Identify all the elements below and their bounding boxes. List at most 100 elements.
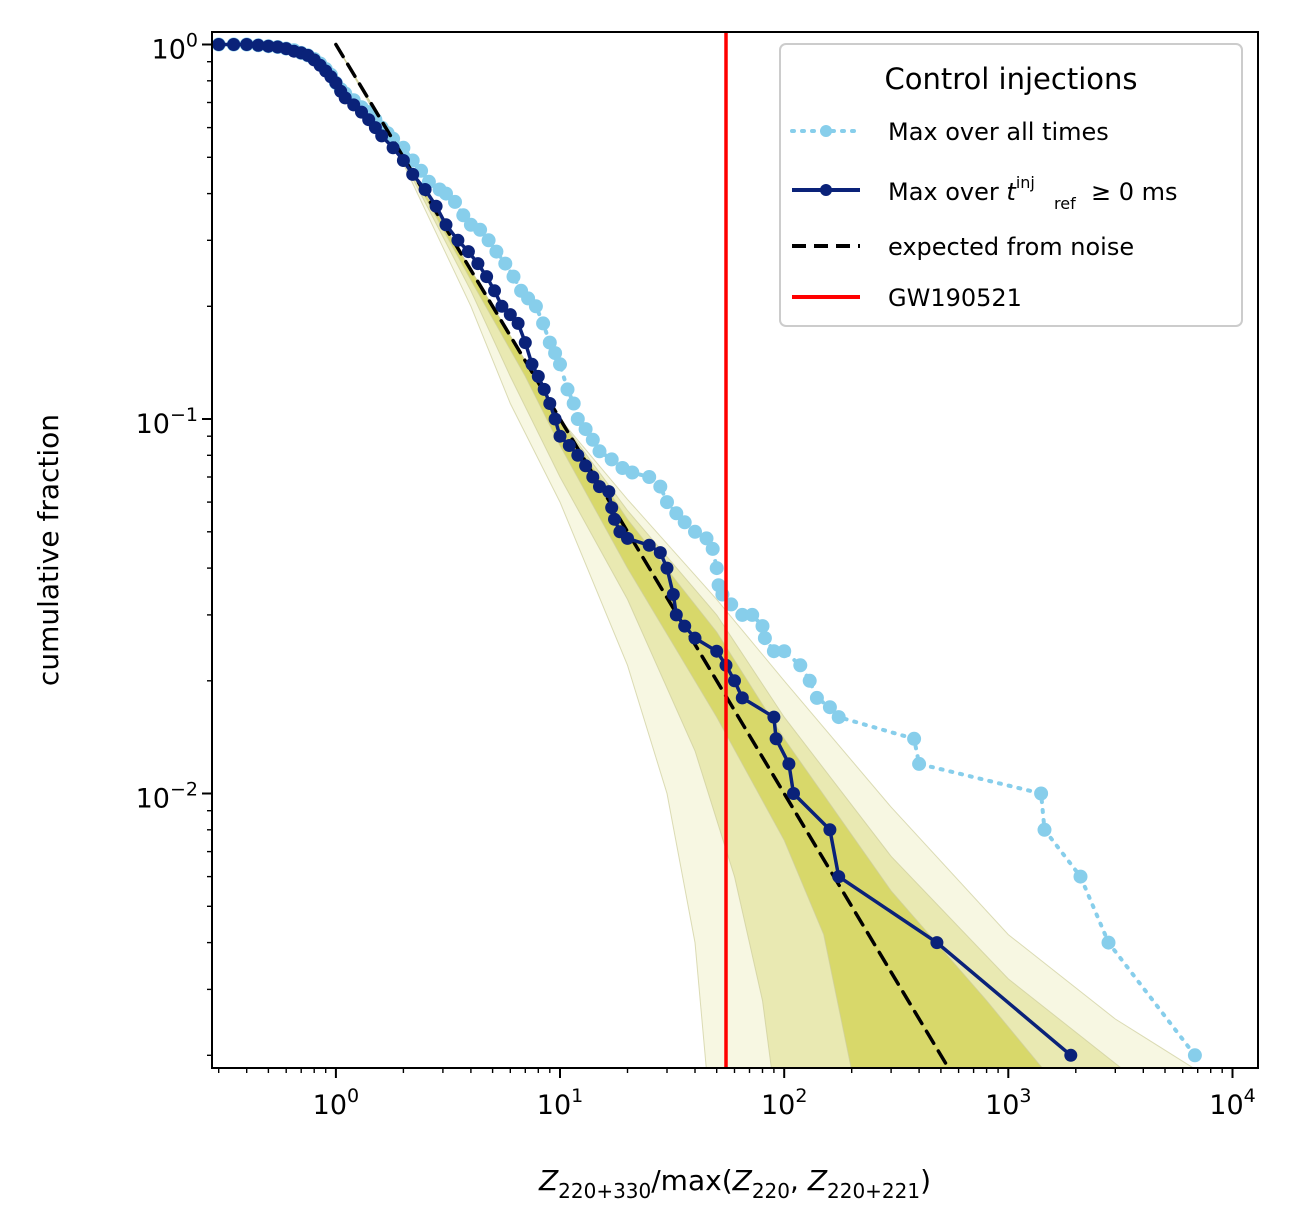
point-all_times-71	[777, 644, 792, 659]
point-all_times-40	[528, 299, 543, 314]
point-tref-68	[823, 823, 837, 837]
band-mid	[335, 44, 1122, 1068]
legend-tref-sup: inj	[1016, 173, 1035, 192]
x-label-comma: ,	[790, 1164, 808, 1197]
point-all_times-58	[677, 515, 692, 530]
band-inner	[335, 44, 1043, 1068]
point-tref-43	[562, 439, 576, 452]
x-label-z3: Z	[807, 1164, 828, 1197]
point-tref-54	[653, 546, 667, 560]
point-tref-65	[769, 732, 783, 746]
point-all_times-74	[809, 690, 824, 705]
point-all_times-61	[705, 541, 720, 556]
x-tick-label-2: 102	[761, 1085, 807, 1121]
point-tref-70	[930, 936, 944, 950]
point-tref-35	[511, 316, 525, 330]
y-tick-exp: 0	[186, 30, 198, 52]
series-layer	[212, 32, 1202, 1068]
legend-tref-sub: ref	[1054, 194, 1076, 213]
point-all_times-56	[660, 495, 674, 510]
point-tref-58	[678, 619, 692, 633]
point-all_times-49	[585, 432, 600, 447]
x-label-sub3: 220+221	[827, 1179, 920, 1203]
point-tref-37	[525, 357, 539, 371]
series-line-noise	[334, 42, 951, 1068]
y-axis-label: cumulative fraction	[32, 414, 65, 686]
point-tref-38	[531, 369, 545, 383]
legend-tref-suffix: ≥ 0 ms	[1091, 178, 1178, 206]
point-all_times-44	[553, 357, 567, 372]
legend-title: Control injections	[885, 62, 1138, 96]
point-tref-42	[553, 429, 567, 443]
point-all_times-29	[439, 186, 453, 201]
point-all_times-75	[822, 700, 837, 715]
point-all_times-45	[560, 382, 575, 397]
point-all_times-76	[831, 710, 846, 725]
point-tref-1	[227, 38, 241, 51]
point-all_times-41	[536, 316, 551, 331]
legend-marker-tref	[820, 184, 832, 196]
y-tick-label-0: 100	[152, 30, 198, 66]
point-all_times-72	[793, 658, 808, 673]
point-tref-41	[548, 412, 562, 426]
point-tref-45	[579, 459, 593, 473]
point-all_times-59	[688, 524, 702, 539]
point-tref-36	[518, 336, 532, 350]
point-tref-46	[586, 470, 600, 484]
point-all_times-73	[802, 673, 817, 688]
x-tick-base: 10	[761, 1090, 795, 1121]
point-tref-34	[503, 308, 517, 322]
x-tick-label-1: 101	[537, 1085, 583, 1121]
point-all_times-35	[489, 244, 504, 259]
y-tick-base: 10	[136, 409, 170, 440]
point-all_times-70	[766, 644, 781, 659]
point-tref-28	[451, 233, 465, 247]
legend-label-event: GW190521	[888, 284, 1022, 312]
point-tref-66	[782, 757, 796, 771]
point-tref-32	[488, 284, 501, 298]
point-tref-69	[832, 870, 846, 884]
point-all_times-46	[566, 396, 581, 411]
point-all_times-60	[699, 531, 714, 546]
x-tick-base: 10	[313, 1090, 347, 1121]
point-all_times-81	[1073, 869, 1088, 884]
point-tref-52	[621, 531, 634, 545]
point-all_times-31	[456, 208, 471, 223]
point-tref-56	[666, 588, 680, 601]
point-tref-25	[418, 183, 432, 196]
y-tick-base: 10	[152, 35, 186, 66]
legend-label-all-times: Max over all times	[888, 118, 1109, 146]
point-all_times-51	[604, 452, 619, 467]
y-tick-label-2: 10−2	[136, 779, 198, 815]
x-tick-exp: 0	[347, 1085, 359, 1107]
point-all_times-83	[1187, 1048, 1202, 1063]
point-tref-21	[375, 129, 389, 143]
legend-label-noise: expected from noise	[888, 233, 1134, 261]
x-tick-exp: 3	[1019, 1085, 1031, 1107]
point-tref-62	[728, 674, 741, 688]
point-all_times-34	[481, 233, 496, 248]
point-tref-33	[495, 299, 509, 313]
point-tref-60	[710, 644, 724, 658]
point-all_times-69	[757, 631, 772, 646]
x-label-sub2: 220	[752, 1179, 790, 1203]
x-label-mid: /max(	[651, 1164, 732, 1197]
legend-marker-all-times	[820, 125, 832, 137]
point-tref-57	[669, 608, 683, 622]
point-all_times-48	[578, 422, 593, 437]
point-tref-67	[787, 787, 800, 800]
point-tref-40	[543, 397, 557, 410]
point-all_times-78	[912, 756, 927, 771]
y-tick-label-1: 10−1	[136, 404, 198, 440]
x-tick-label-0: 100	[313, 1085, 359, 1121]
point-all_times-62	[709, 561, 724, 576]
point-tref-26	[429, 199, 443, 213]
point-all_times-79	[1034, 786, 1049, 801]
legend: Control injections Max over all times Ma…	[779, 43, 1243, 327]
point-tref-59	[688, 631, 702, 645]
y-axis-ticks	[202, 43, 212, 1057]
x-tick-base: 10	[537, 1090, 571, 1121]
point-all_times-80	[1037, 822, 1052, 837]
x-tick-exp: 4	[1244, 1085, 1256, 1107]
point-tref-2	[240, 38, 254, 51]
